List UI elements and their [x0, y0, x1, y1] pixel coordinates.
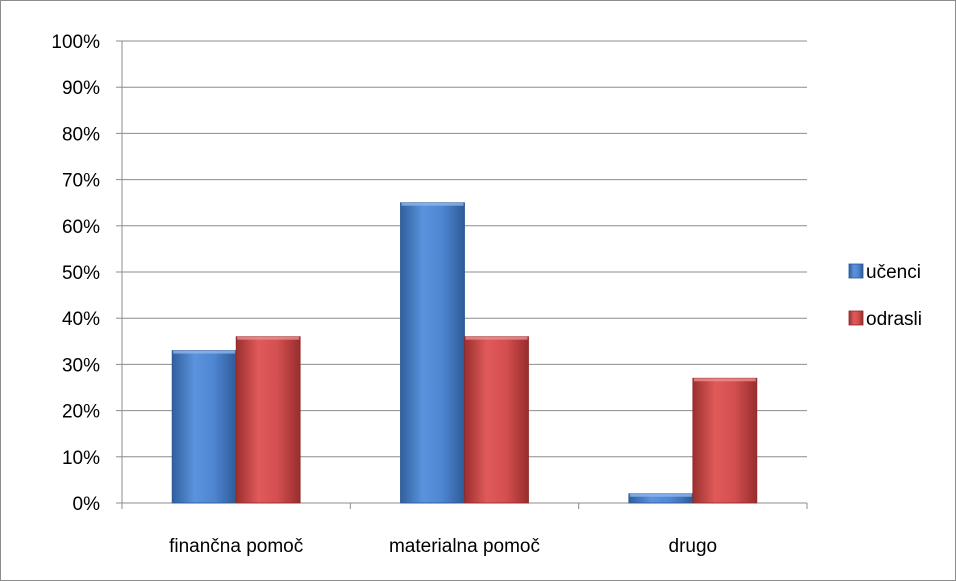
x-tick-label: drugo — [669, 536, 718, 557]
legend-swatch-odrasli — [848, 310, 864, 326]
y-tick-label: 30% — [62, 355, 100, 376]
y-tick-label: 90% — [62, 78, 100, 99]
legend-label-ucenci: učenci — [866, 262, 921, 283]
bar-top-highlight — [629, 493, 692, 497]
y-tick-label: 0% — [73, 494, 101, 515]
y-tick-label: 10% — [62, 448, 100, 469]
y-tick-label: 20% — [62, 402, 100, 423]
y-tick-label: 40% — [62, 309, 100, 330]
y-tick-label: 70% — [62, 171, 100, 192]
legend-swatch-ucenci — [848, 263, 864, 279]
y-tick-label: 100% — [51, 32, 100, 53]
y-tick-label: 80% — [62, 124, 100, 145]
bar-ucenci-2 — [400, 202, 465, 504]
legend: učenci odrasli — [848, 262, 922, 330]
bars — [171, 202, 758, 504]
bar-top-highlight — [173, 350, 236, 354]
x-tick-label: materialna pomoč — [389, 536, 540, 557]
x-tick-labels: finančna pomoč materialna pomoč drugo — [169, 536, 717, 557]
y-tick-label: 60% — [62, 217, 100, 238]
y-tick-labels: 0% 10% 20% 30% 40% 50% 60% 70% 80% 90% 100% — [51, 32, 100, 515]
y-tick-label: 50% — [62, 263, 100, 284]
bar-odrasli-3 — [692, 377, 758, 504]
bar-top-highlight — [401, 202, 464, 206]
bar-odrasli-2 — [464, 336, 529, 504]
bar-ucenci-1 — [171, 350, 237, 504]
x-tick-label: finančna pomoč — [169, 536, 303, 557]
bar-top-highlight — [693, 378, 756, 382]
bar-top-highlight — [237, 336, 300, 340]
bar-odrasli-1 — [235, 336, 301, 504]
bar-top-highlight — [465, 336, 528, 340]
legend-label-odrasli: odrasli — [866, 309, 922, 330]
